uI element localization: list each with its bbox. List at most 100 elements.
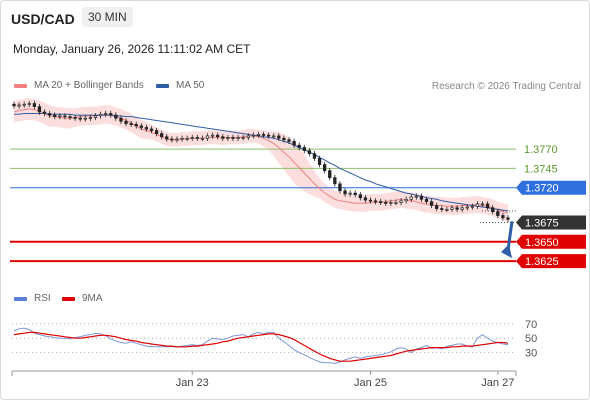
- candle-body: [160, 133, 164, 138]
- candle-body: [470, 205, 475, 208]
- ma50-swatch: [156, 83, 169, 88]
- ma20-swatch: [14, 83, 27, 88]
- candle-body: [501, 215, 505, 219]
- level-label: 1.3745: [524, 163, 558, 175]
- candle-body: [445, 208, 449, 211]
- candle-body: [17, 104, 21, 107]
- candle-body: [114, 114, 118, 119]
- candle-body: [73, 117, 77, 119]
- candle-body: [496, 211, 500, 216]
- level-label: 1.3720: [525, 183, 559, 195]
- candle-body: [93, 115, 98, 118]
- candle-body: [409, 196, 413, 200]
- candle-body: [180, 137, 184, 140]
- timestamp: Monday, January 26, 2026 11:11:02 AM CET: [13, 42, 251, 56]
- candle-body: [363, 197, 368, 201]
- research-credit: Research © 2026 Trading Central: [431, 81, 581, 92]
- candle-body: [58, 115, 62, 118]
- candle-body: [109, 113, 113, 116]
- candle-body: [170, 138, 174, 141]
- candle-body: [394, 202, 398, 204]
- candle-body: [210, 134, 215, 137]
- level-tag: [516, 215, 586, 230]
- candle-body: [32, 103, 37, 107]
- candle-body: [63, 115, 67, 118]
- candle-body: [429, 201, 434, 206]
- timeframe-badge[interactable]: 30 MIN: [82, 7, 133, 27]
- candle-body: [68, 116, 72, 118]
- candle-body: [104, 113, 108, 115]
- candle-body: [83, 117, 87, 120]
- candle-body: [129, 123, 133, 125]
- candle-body: [328, 170, 332, 179]
- candle-body: [261, 134, 266, 136]
- candle-body: [312, 153, 317, 159]
- candle-body: [348, 192, 352, 195]
- legend-ma50: MA 50: [156, 80, 204, 91]
- rsi-swatch: [14, 296, 27, 301]
- candle-body: [506, 217, 510, 220]
- candle-body: [251, 134, 256, 137]
- candle-body: [297, 144, 301, 148]
- candle-body: [379, 201, 383, 203]
- candle-body: [455, 207, 459, 210]
- candle-body: [27, 103, 31, 105]
- legend-rsi: RSI: [14, 293, 51, 304]
- candle-body: [78, 117, 82, 120]
- candle-body: [246, 135, 250, 138]
- candle-body: [435, 205, 439, 209]
- candle-body: [134, 124, 138, 127]
- rsi-tick-label: 50: [525, 333, 537, 345]
- candle-body: [287, 139, 291, 142]
- candle-body: [205, 135, 210, 139]
- rsi-ma-line: [13, 331, 509, 362]
- candle-body: [419, 195, 424, 200]
- candle-body: [98, 113, 103, 117]
- candle-body: [154, 130, 159, 134]
- candle-body: [302, 147, 306, 151]
- x-tick-label: Jan 27: [481, 377, 514, 389]
- x-tick-label: Jan 23: [176, 377, 209, 389]
- candle-body: [440, 208, 444, 210]
- candle-body: [241, 137, 245, 139]
- candle-body: [236, 137, 240, 139]
- level-label: 1.3675: [525, 217, 559, 229]
- candle-body: [231, 137, 235, 139]
- symbol-title: USD/CAD: [11, 11, 75, 27]
- legend-rsi-ma-label: 9MA: [82, 293, 103, 304]
- x-tick-label: Jan 25: [354, 377, 387, 389]
- rsi-ma-swatch: [62, 296, 75, 301]
- candle-body: [165, 136, 169, 140]
- candle-body: [414, 195, 418, 198]
- candle-body: [389, 202, 393, 204]
- candle-body: [317, 157, 322, 165]
- candle-body: [124, 120, 128, 124]
- candle-body: [256, 134, 261, 136]
- candle-body: [307, 150, 312, 155]
- candle-body: [480, 203, 485, 206]
- candle-body: [226, 137, 230, 139]
- candle-body: [358, 194, 362, 199]
- candle-body: [338, 183, 342, 192]
- candle-body: [277, 135, 281, 139]
- candle-body: [282, 137, 286, 141]
- candle-body: [37, 106, 42, 113]
- candle-body: [190, 137, 194, 139]
- forecast-arrow-head: [501, 244, 512, 259]
- candle-body: [139, 125, 143, 128]
- candle-body: [22, 103, 26, 106]
- legend-rsi-ma: 9MA: [62, 293, 103, 304]
- legend-ma20: MA 20 + Bollinger Bands: [14, 80, 144, 91]
- candle-body: [424, 198, 429, 202]
- candle-body: [323, 164, 327, 172]
- candle-body: [343, 190, 347, 195]
- candle-body: [88, 117, 93, 119]
- candle-body: [149, 128, 154, 131]
- level-tag: [516, 234, 586, 249]
- level-tag: [516, 254, 586, 269]
- level-tag: [516, 180, 586, 195]
- candle-body: [53, 114, 57, 117]
- candle-body: [195, 137, 199, 139]
- candle-body: [368, 199, 373, 202]
